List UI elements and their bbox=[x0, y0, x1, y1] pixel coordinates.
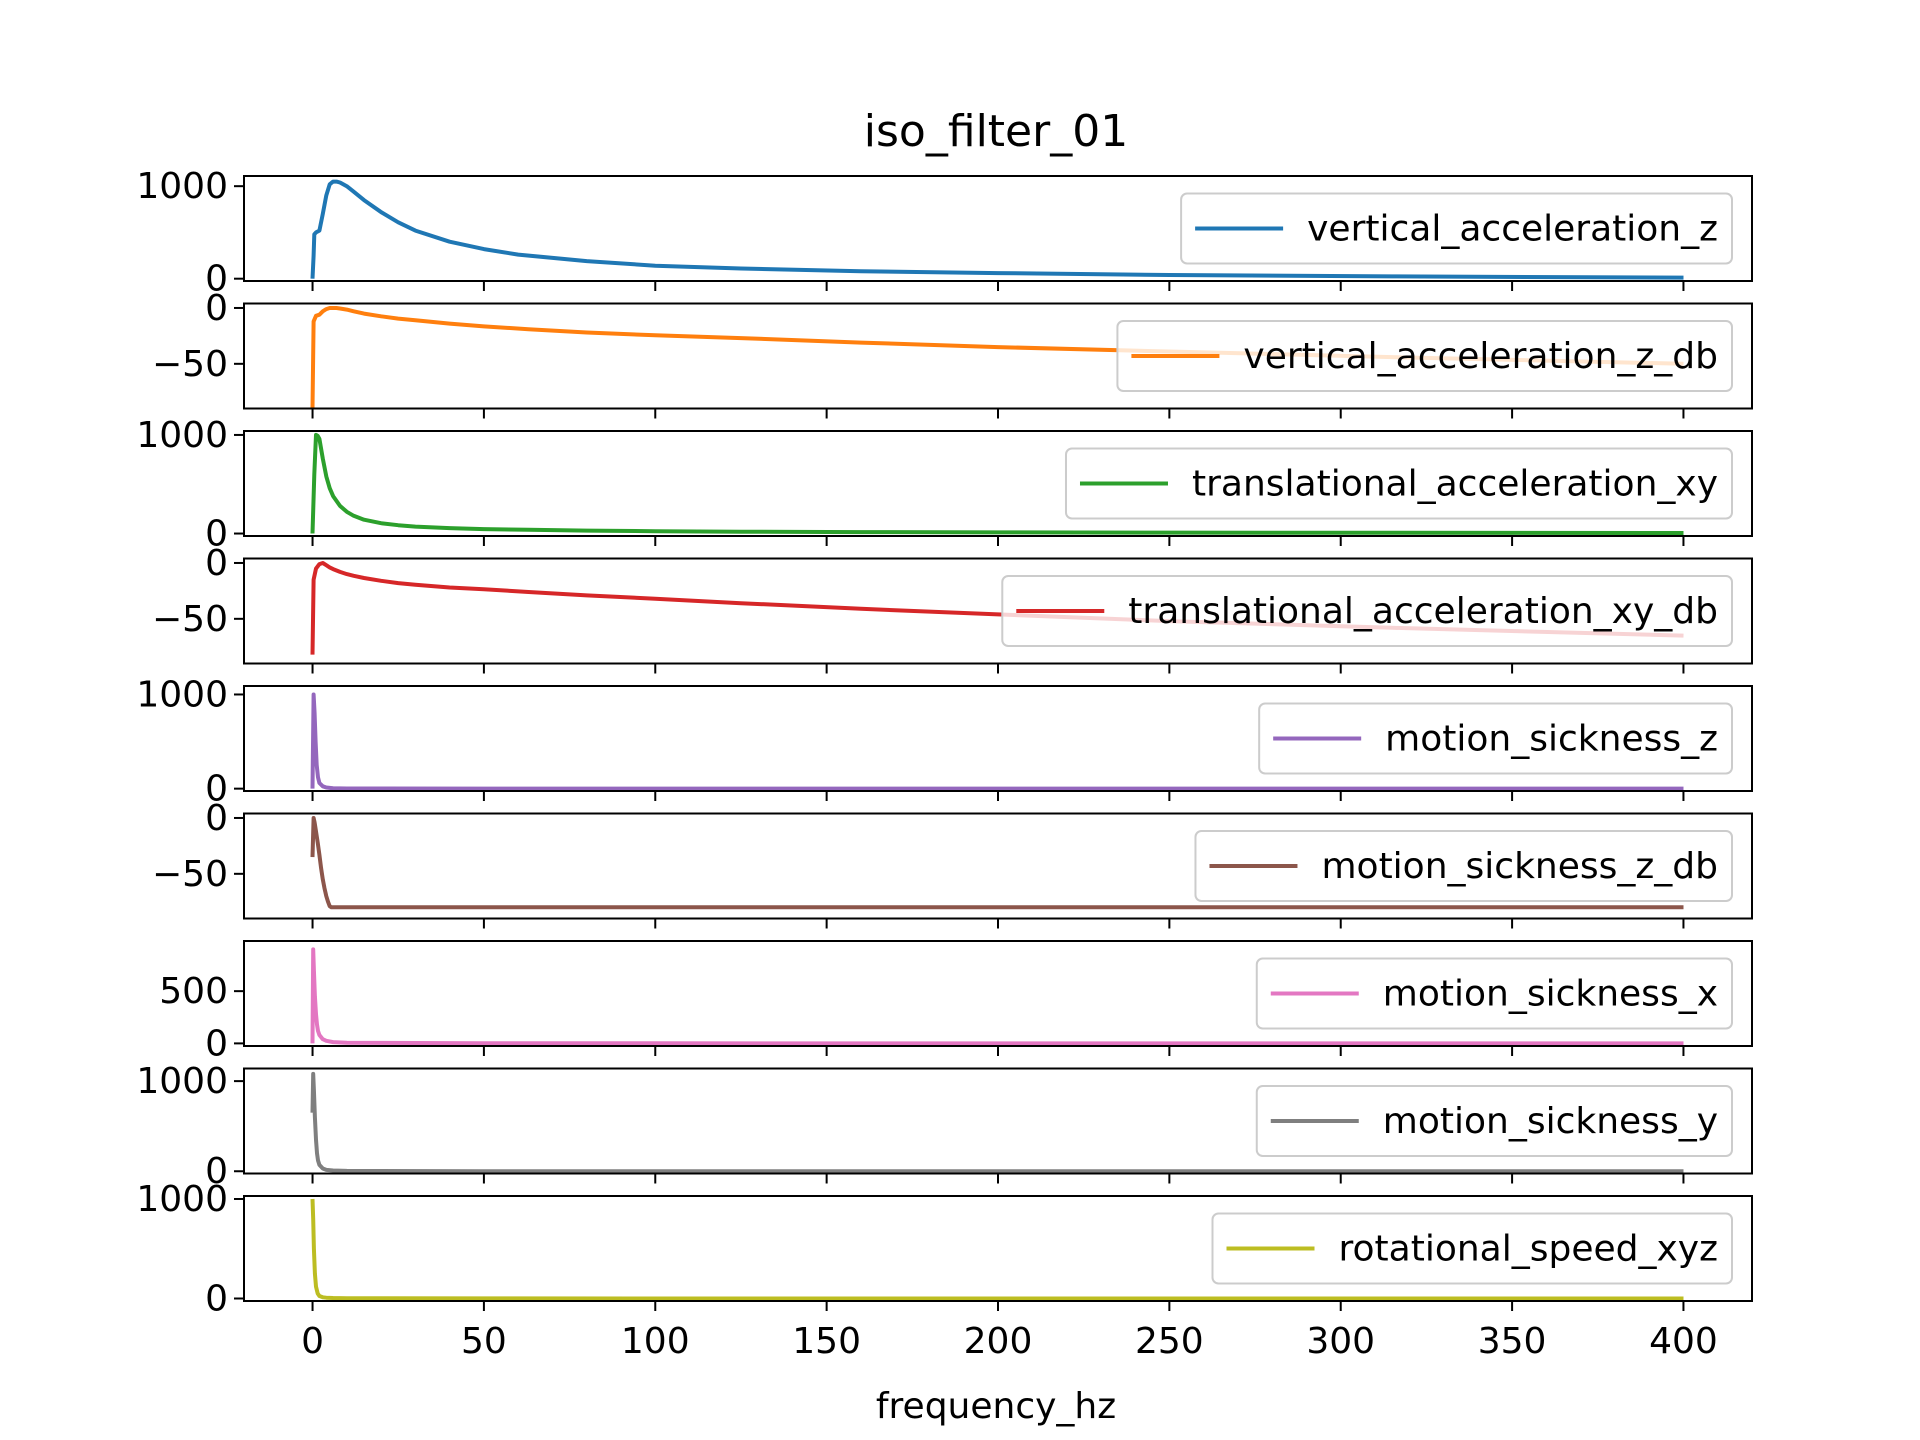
series-line-motion_sickness_z_db bbox=[310, 816, 1684, 910]
legend-label: motion_sickness_z bbox=[1385, 719, 1718, 760]
y-tick-label: 500 bbox=[159, 971, 228, 1012]
legend-box bbox=[1001, 575, 1733, 647]
x-tick-label: 0 bbox=[301, 1321, 324, 1362]
y-tick-label: 1000 bbox=[136, 166, 228, 207]
y-tick-label: −50 bbox=[152, 599, 228, 640]
legend-rotational_speed_xyz: rotational_speed_xyz bbox=[1211, 1212, 1733, 1285]
legend-motion_sickness_z: motion_sickness_z bbox=[1258, 702, 1733, 775]
x-tick-label: 300 bbox=[1306, 1321, 1375, 1362]
subplot-motion_sickness_z_db: 0 −50 motion_sickness_z_db bbox=[152, 798, 1753, 929]
x-tick-label: 250 bbox=[1135, 1321, 1204, 1362]
subplot-translational_acceleration_xy_db: 0 −50 translational_acceleration_xy_db bbox=[152, 543, 1753, 674]
subplot-vertical_acceleration_z: 0 1000 vertical_acceleration_z bbox=[136, 166, 1753, 300]
y-tick-label: 1000 bbox=[136, 415, 228, 456]
subplot-motion_sickness_x: 0 500 motion_sickness_x bbox=[159, 940, 1753, 1064]
series-line-motion_sickness_x bbox=[310, 947, 1684, 1046]
y-tick-label: 0 bbox=[205, 798, 228, 839]
legend-box bbox=[1255, 1085, 1733, 1157]
y-tick-label: 0 bbox=[205, 288, 228, 329]
y-tick-label: 0 bbox=[205, 543, 228, 584]
legend-motion_sickness_y: motion_sickness_y bbox=[1255, 1085, 1733, 1157]
series-line-motion_sickness_z bbox=[310, 692, 1684, 791]
legend-box bbox=[1194, 830, 1733, 902]
y-tick-label: −50 bbox=[152, 854, 228, 895]
legend-translational_acceleration_xy: translational_acceleration_xy bbox=[1064, 447, 1733, 520]
legend-label: motion_sickness_z_db bbox=[1321, 846, 1718, 887]
subplot-vertical_acceleration_z_db: 0 −50 vertical_acceleration_z_db bbox=[152, 288, 1753, 419]
legend-motion_sickness_z_db: motion_sickness_z_db bbox=[1194, 830, 1733, 902]
subplot-motion_sickness_y: 0 1000 motion_sickness_y bbox=[136, 1061, 1753, 1192]
y-tick-label: 0 bbox=[205, 514, 228, 555]
series-line-motion_sickness_y bbox=[310, 1071, 1684, 1174]
legend-label: translational_acceleration_xy bbox=[1192, 464, 1718, 505]
legend-vertical_acceleration_z: vertical_acceleration_z bbox=[1180, 192, 1733, 265]
legend-box bbox=[1258, 702, 1733, 775]
legend-box bbox=[1116, 320, 1733, 392]
y-tick-label: 0 bbox=[205, 769, 228, 810]
x-tick-label: 350 bbox=[1478, 1321, 1547, 1362]
x-tick-label: 150 bbox=[792, 1321, 861, 1362]
subplot-rotational_speed_xyz: 0 1000 rotational_speed_xyz bbox=[136, 1179, 1753, 1320]
x-axis-label: frequency_hz bbox=[876, 1386, 1116, 1427]
y-tick-label: 0 bbox=[205, 1279, 228, 1320]
legend-box bbox=[1180, 192, 1733, 265]
series-line-vertical_acceleration_z bbox=[310, 179, 1684, 280]
legend-label: translational_acceleration_xy_db bbox=[1128, 591, 1718, 632]
x-tick-label: 100 bbox=[621, 1321, 690, 1362]
legend-label: motion_sickness_x bbox=[1383, 974, 1718, 1015]
legend-translational_acceleration_xy_db: translational_acceleration_xy_db bbox=[1001, 575, 1733, 647]
x-tick-label: 200 bbox=[964, 1321, 1033, 1362]
x-tick-label: 50 bbox=[461, 1321, 507, 1362]
legend-box bbox=[1211, 1212, 1733, 1285]
subplot-translational_acceleration_xy: 0 1000 translational_acceleration_xy bbox=[136, 415, 1753, 555]
subplot-motion_sickness_z: 0 1000 motion_sickness_z bbox=[136, 674, 1753, 810]
chart-title: iso_filter_01 bbox=[864, 106, 1128, 157]
legend-motion_sickness_x: motion_sickness_x bbox=[1255, 957, 1733, 1030]
legend-label: vertical_acceleration_z bbox=[1307, 209, 1718, 250]
series-line-vertical_acceleration_z_db bbox=[310, 306, 1684, 409]
series-line-translational_acceleration_xy_db bbox=[310, 561, 1684, 655]
legend-box bbox=[1064, 447, 1733, 520]
series-line-rotational_speed_xyz bbox=[310, 1198, 1684, 1301]
x-tick-label: 400 bbox=[1649, 1321, 1718, 1362]
legend-label: rotational_speed_xyz bbox=[1339, 1229, 1719, 1270]
y-tick-label: 1000 bbox=[136, 1061, 228, 1102]
legend-label: motion_sickness_y bbox=[1383, 1101, 1718, 1142]
y-tick-label: −50 bbox=[152, 344, 228, 385]
y-tick-label: 0 bbox=[205, 259, 228, 300]
y-tick-label: 1000 bbox=[136, 1179, 228, 1220]
y-tick-label: 0 bbox=[205, 1151, 228, 1192]
y-tick-label: 1000 bbox=[136, 674, 228, 715]
y-tick-label: 0 bbox=[205, 1023, 228, 1064]
legend-vertical_acceleration_z_db: vertical_acceleration_z_db bbox=[1116, 320, 1733, 392]
series-line-translational_acceleration_xy bbox=[310, 432, 1684, 535]
legend-box bbox=[1255, 957, 1733, 1030]
legend-label: vertical_acceleration_z_db bbox=[1243, 336, 1718, 377]
x-axis: 0 50 100 150 200 250 300 350 400 bbox=[301, 1321, 1718, 1362]
